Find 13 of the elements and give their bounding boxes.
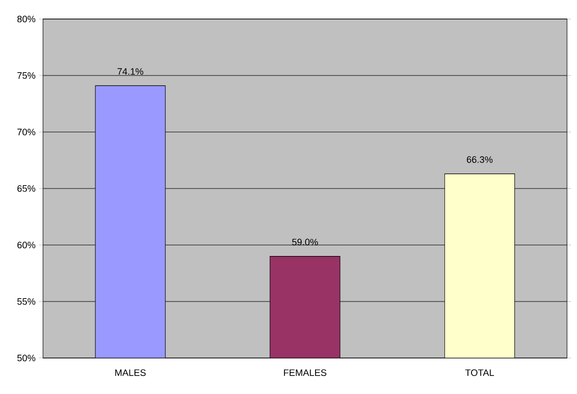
y-tick-label: 60% [17,242,36,248]
data-label: 59.0% [292,238,318,246]
y-tick-label: 70% [17,128,36,136]
data-label: 74.1% [118,68,144,75]
data-label: 66.3% [466,156,493,163]
x-tick-label: MALES [115,369,146,376]
y-tick-label: 55% [17,298,36,305]
y-tick-label: 80% [17,16,36,22]
y-tick-label: 75% [17,72,36,79]
y-tick-label: 50% [17,354,36,362]
y-tick-label: 65% [17,185,36,192]
x-tick-label: FEMALES [284,369,326,376]
x-tick-label: TOTAL [465,369,494,376]
